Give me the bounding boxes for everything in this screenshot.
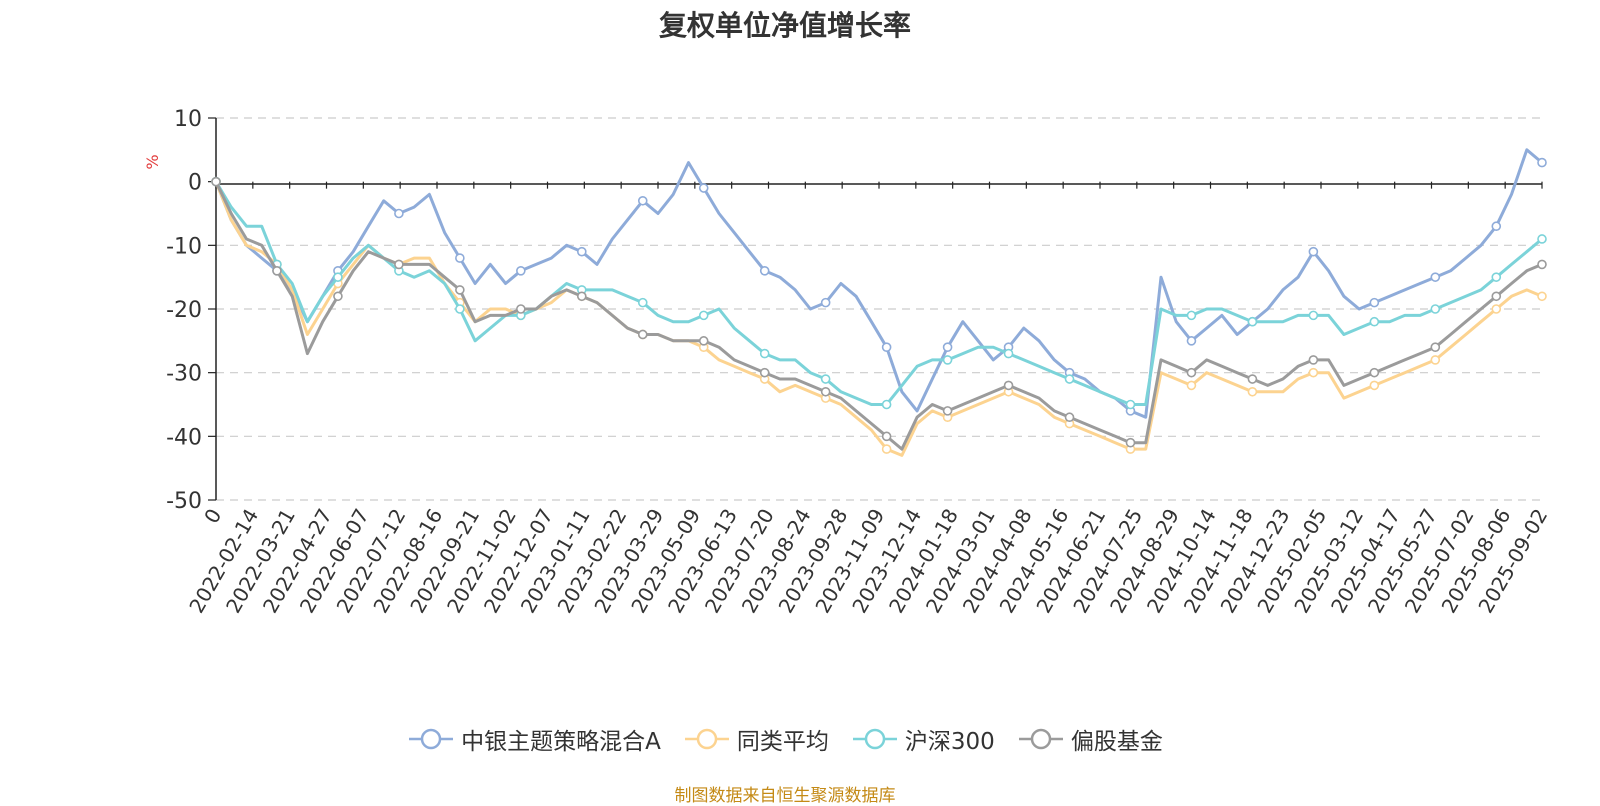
- legend-label: 偏股基金: [1070, 729, 1163, 755]
- x-tick-labels: 02022-02-142022-03-212022-04-272022-06-0…: [184, 181, 1552, 617]
- legend-symbol-icon: [409, 728, 454, 750]
- series-point: [698, 183, 709, 193]
- series-line: [214, 180, 1543, 406]
- y-tick-label: 0: [188, 171, 202, 196]
- series-point: [1491, 272, 1502, 282]
- series-point: [637, 329, 648, 340]
- series-point: [1430, 355, 1441, 365]
- series-point: [759, 367, 770, 378]
- series-point: [1491, 304, 1502, 314]
- series-lines: [211, 148, 1547, 457]
- series-point: [1308, 367, 1319, 378]
- series-point: [942, 355, 953, 365]
- series-point: [1430, 272, 1441, 282]
- series-point: [455, 253, 465, 263]
- series-point: [1369, 297, 1380, 308]
- series-point: [576, 291, 587, 302]
- series-point: [272, 265, 282, 276]
- series-point: [942, 406, 953, 416]
- series-point: [1537, 234, 1547, 244]
- series-point: [576, 246, 587, 257]
- series-point: [637, 297, 648, 308]
- legend-item[interactable]: 沪深300: [851, 722, 995, 756]
- series-point: [1003, 380, 1014, 391]
- legend: 中银主题策略混合A 同类平均 沪深300 偏股基金: [0, 722, 1570, 756]
- series-point: [1369, 367, 1380, 378]
- series-point: [1369, 316, 1380, 327]
- series-point: [1186, 336, 1197, 346]
- series-line: [214, 181, 1543, 457]
- series-point: [1369, 380, 1380, 391]
- series-point: [1125, 437, 1136, 448]
- legend-label: 沪深300: [904, 729, 995, 755]
- legend-symbol-icon: [684, 728, 729, 750]
- y-tick-label: -10: [166, 234, 202, 259]
- series-point: [516, 304, 526, 314]
- series-point: [1537, 157, 1547, 168]
- series-point: [881, 399, 892, 410]
- legend-label: 同类平均: [736, 729, 829, 755]
- series-point: [881, 342, 892, 353]
- series-point: [1247, 316, 1258, 327]
- series-point: [1430, 342, 1441, 353]
- y-tick-label: -50: [166, 489, 202, 514]
- series-point: [333, 291, 343, 302]
- series-point: [1491, 221, 1502, 232]
- series-point: [698, 336, 709, 346]
- series-point: [1308, 355, 1319, 365]
- series-point: [211, 176, 221, 187]
- y-tick-label: -30: [166, 362, 202, 387]
- series-point: [942, 342, 953, 353]
- series-point: [1308, 310, 1319, 321]
- chart-title: 复权单位净值增长率: [658, 9, 911, 42]
- series-point: [1064, 412, 1075, 423]
- legend-label: 中银主题策略混合A: [461, 729, 661, 755]
- series-point: [820, 374, 831, 384]
- source-note: 制图数据来自恒生聚源数据库: [674, 786, 896, 806]
- series-point: [1247, 386, 1258, 397]
- series-point: [698, 310, 709, 321]
- series-point: [820, 386, 831, 397]
- series-point: [881, 444, 892, 454]
- y-tick-label: -20: [166, 298, 202, 323]
- series-point: [1003, 348, 1014, 359]
- series-point: [1247, 374, 1258, 384]
- series-point: [1064, 374, 1075, 384]
- series-point: [1537, 259, 1547, 270]
- legend-item[interactable]: 偏股基金: [1017, 722, 1163, 756]
- grid-lines: [216, 117, 1542, 501]
- series-point: [881, 431, 892, 442]
- legend-item[interactable]: 中银主题策略混合A: [407, 722, 661, 756]
- y-tick-labels: 10 0 -10 -20 -30 -40 -50: [166, 107, 216, 514]
- series-point: [1308, 246, 1319, 257]
- y-tick-label: -40: [166, 425, 202, 450]
- series-point: [333, 272, 343, 282]
- series-point: [1125, 399, 1136, 410]
- series-point: [820, 297, 831, 308]
- series-point: [759, 348, 770, 359]
- y-tick-label: 10: [174, 107, 202, 132]
- series-point: [516, 265, 526, 276]
- series-line: [214, 148, 1543, 419]
- series-line: [214, 181, 1543, 451]
- series-point: [637, 195, 648, 206]
- series-point: [455, 304, 465, 314]
- series-point: [759, 265, 770, 276]
- series-point: [394, 259, 404, 270]
- series-point: [1186, 310, 1197, 321]
- series-point: [1491, 291, 1502, 302]
- series-point: [1186, 367, 1197, 378]
- series-point: [1430, 304, 1441, 314]
- series-point: [394, 208, 404, 219]
- series-point: [1186, 380, 1197, 391]
- series-point: [1537, 291, 1547, 302]
- legend-symbol-icon: [1018, 728, 1063, 750]
- legend-symbol-icon: [852, 728, 897, 750]
- series-point: [455, 285, 465, 295]
- x-tick-label: 0: [199, 505, 226, 528]
- legend-item[interactable]: 同类平均: [683, 722, 829, 756]
- y-axis-unit: %: [143, 154, 162, 169]
